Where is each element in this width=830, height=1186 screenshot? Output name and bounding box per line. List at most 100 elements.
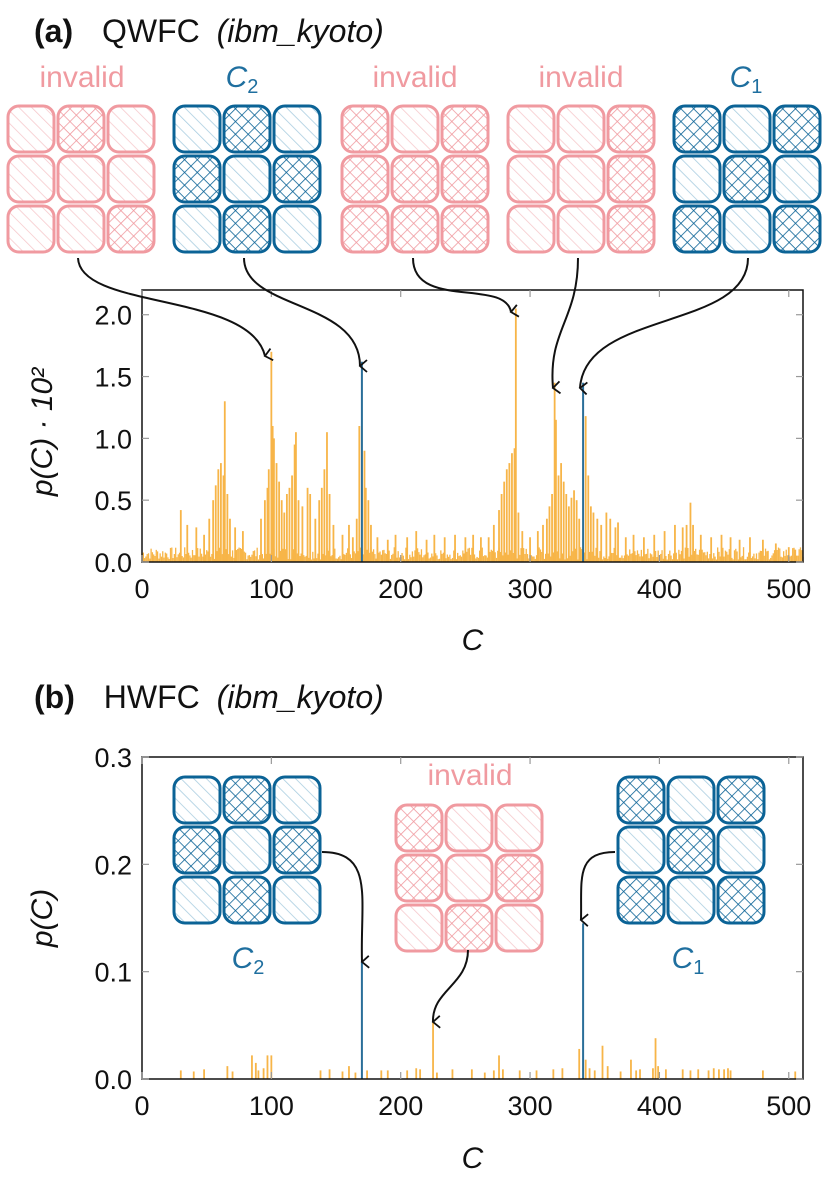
- hatch-diagonal-tile: [172, 104, 222, 154]
- noise-bar: [731, 557, 733, 562]
- noise-bar: [673, 553, 675, 562]
- hatch-diagonal-tile: [506, 154, 556, 204]
- bar: [425, 539, 428, 562]
- bar: [632, 534, 635, 562]
- noise-bar: [636, 550, 639, 562]
- noise-bar: [159, 553, 161, 562]
- hatch-cross-tile: [272, 825, 322, 875]
- noise-bar: [396, 557, 398, 562]
- bar: [293, 444, 296, 562]
- x-axis-label: C: [462, 1142, 484, 1175]
- bar: [451, 1069, 454, 1079]
- bar: [217, 469, 220, 562]
- noise-bar: [284, 549, 287, 562]
- bar: [270, 351, 273, 562]
- hatch-cross-tile: [672, 104, 722, 154]
- y-tick-label: 0.0: [94, 1065, 132, 1095]
- noise-bar: [261, 554, 263, 562]
- noise-bar: [162, 551, 164, 562]
- hatch-diagonal-tile: [672, 154, 722, 204]
- hatch-cross-tile: [272, 154, 322, 204]
- noise-bar: [533, 556, 535, 562]
- bar: [587, 475, 590, 562]
- noise-bar: [413, 556, 415, 562]
- bar: [364, 487, 367, 562]
- hatch-diagonal-tile: [106, 154, 156, 204]
- panel-b-letter: (b): [34, 679, 75, 715]
- noise-bar: [155, 549, 157, 562]
- noise-bar: [397, 551, 399, 562]
- bar: [584, 416, 587, 562]
- noise-bar: [780, 556, 782, 562]
- noise-bar: [199, 548, 201, 562]
- noise-bar: [405, 547, 407, 562]
- noise-bar: [727, 554, 729, 562]
- bar: [319, 1070, 322, 1079]
- noise-bar: [669, 550, 671, 562]
- bar: [561, 1068, 564, 1079]
- bar: [718, 1069, 720, 1079]
- label-c1-a-sub: 1: [751, 76, 762, 98]
- noise-bar: [718, 551, 720, 562]
- hatch-cross-tile: [440, 204, 490, 254]
- bar: [229, 518, 231, 562]
- bar: [179, 1070, 182, 1079]
- bar: [370, 524, 372, 562]
- noise-bar: [251, 554, 253, 562]
- noise-bar: [354, 553, 357, 562]
- noise-bar: [247, 555, 249, 562]
- bar: [406, 537, 409, 562]
- noise-bar: [331, 555, 333, 562]
- noise-bar: [239, 548, 242, 562]
- noise-bar: [457, 552, 459, 562]
- noise-bar: [441, 553, 443, 562]
- hatch-diagonal-tile: [494, 903, 544, 953]
- noise-bar: [697, 554, 699, 562]
- hatch-diagonal-tile: [172, 204, 222, 254]
- hatch-cross-tile: [606, 204, 656, 254]
- noise-bar: [207, 551, 209, 562]
- bar: [723, 1069, 725, 1079]
- noise-bar: [726, 551, 728, 562]
- noise-bar: [204, 554, 207, 562]
- bar: [195, 527, 198, 562]
- bar: [208, 518, 211, 562]
- bar: [762, 539, 764, 562]
- bar: [301, 506, 304, 562]
- noise-bar: [357, 551, 359, 562]
- bar: [214, 485, 217, 562]
- noise-bar: [733, 550, 736, 562]
- noise-bar: [296, 553, 298, 562]
- panel-a-method: QWFC: [102, 13, 200, 49]
- noise-bar: [455, 559, 458, 562]
- noise-bar: [374, 554, 376, 562]
- noise-bar: [445, 558, 447, 562]
- bar: [483, 1072, 486, 1079]
- noise-bar: [651, 554, 653, 562]
- noise-bar: [746, 556, 749, 562]
- hatch-cross-tile: [394, 853, 444, 903]
- hatch-cross-tile: [606, 104, 656, 154]
- noise-bar: [446, 554, 448, 562]
- noise-bar: [623, 555, 626, 562]
- noise-bar: [737, 559, 740, 562]
- noise-bar: [707, 558, 710, 562]
- noise-bar: [776, 549, 778, 562]
- y-tick-label: 2.0: [94, 301, 132, 331]
- noise-bar: [393, 547, 395, 562]
- noise-bar: [490, 549, 492, 562]
- noise-bar: [604, 558, 606, 562]
- hatch-cross-tile: [440, 154, 490, 204]
- tile-grid: [6, 104, 156, 254]
- chart-a: 0 100 200 300 400 500 0.0 0.5 1.0 1.5 2.0 Cp(C) · 1…: [26, 289, 811, 657]
- bar: [354, 1072, 357, 1079]
- noise-bar: [634, 551, 636, 562]
- bar: [212, 500, 215, 562]
- tile-grid: [394, 803, 544, 953]
- noise-bar: [403, 559, 406, 562]
- noise-bar: [473, 554, 476, 562]
- noise-bar: [194, 555, 196, 562]
- noise-bar: [475, 558, 477, 562]
- noise-bar: [353, 551, 355, 562]
- noise-bar: [603, 556, 605, 562]
